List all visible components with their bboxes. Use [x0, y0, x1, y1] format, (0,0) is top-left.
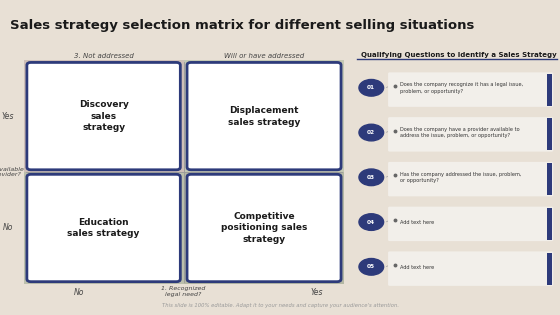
Text: This slide is 100% editable. Adapt it to your needs and capture your audience's : This slide is 100% editable. Adapt it to…	[161, 303, 399, 308]
FancyBboxPatch shape	[388, 117, 553, 152]
FancyBboxPatch shape	[388, 72, 553, 107]
Text: Add text here: Add text here	[400, 220, 434, 225]
Text: 04: 04	[367, 220, 375, 225]
Text: 1. Recognized
legal need?: 1. Recognized legal need?	[161, 286, 206, 297]
Circle shape	[359, 79, 384, 96]
Text: 02: 02	[367, 130, 375, 135]
FancyBboxPatch shape	[0, 298, 76, 305]
FancyBboxPatch shape	[27, 62, 180, 170]
Text: 05: 05	[367, 264, 375, 269]
Text: 03: 03	[367, 175, 375, 180]
Text: Has the company addressed the issue, problem,
or opportunity?: Has the company addressed the issue, pro…	[400, 172, 521, 183]
Text: Discovery
sales
strategy: Discovery sales strategy	[78, 100, 129, 132]
Text: 3. Not addressed: 3. Not addressed	[74, 53, 133, 59]
FancyBboxPatch shape	[388, 162, 553, 196]
FancyBboxPatch shape	[547, 73, 552, 106]
FancyBboxPatch shape	[547, 118, 552, 151]
Circle shape	[359, 124, 384, 141]
Text: Qualifying Questions to Identify a Sales Strategy: Qualifying Questions to Identify a Sales…	[361, 52, 557, 58]
Text: 01: 01	[367, 85, 375, 90]
FancyBboxPatch shape	[24, 60, 184, 172]
FancyBboxPatch shape	[547, 208, 552, 240]
Text: Displacement
sales strategy: Displacement sales strategy	[228, 106, 300, 127]
FancyBboxPatch shape	[547, 163, 552, 195]
Text: No: No	[73, 288, 84, 297]
Text: Add text here: Add text here	[400, 265, 434, 270]
Text: Does the company have a provider available to
address the issue, problem, or opp: Does the company have a provider availab…	[400, 127, 520, 138]
FancyBboxPatch shape	[184, 60, 344, 172]
Circle shape	[359, 214, 384, 230]
FancyBboxPatch shape	[388, 251, 553, 286]
FancyBboxPatch shape	[24, 172, 184, 284]
Text: No: No	[3, 224, 13, 232]
FancyBboxPatch shape	[187, 174, 341, 282]
Circle shape	[359, 259, 384, 275]
Text: Competitive
positioning sales
strategy: Competitive positioning sales strategy	[221, 212, 307, 244]
Text: 2. Available
provider?: 2. Available provider?	[0, 167, 24, 177]
Text: Will or have addressed: Will or have addressed	[224, 53, 304, 59]
Text: Yes: Yes	[311, 288, 323, 297]
Text: Does the company recognize it has a legal issue,
problem, or opportunity?: Does the company recognize it has a lega…	[400, 83, 523, 94]
FancyBboxPatch shape	[27, 174, 180, 282]
Circle shape	[359, 169, 384, 186]
FancyBboxPatch shape	[184, 172, 344, 284]
Text: Yes: Yes	[2, 112, 14, 121]
Text: Sales strategy selection matrix for different selling situations: Sales strategy selection matrix for diff…	[10, 19, 474, 32]
Text: Education
sales strategy: Education sales strategy	[67, 218, 140, 238]
FancyBboxPatch shape	[187, 62, 341, 170]
FancyBboxPatch shape	[388, 207, 553, 241]
FancyBboxPatch shape	[547, 253, 552, 285]
